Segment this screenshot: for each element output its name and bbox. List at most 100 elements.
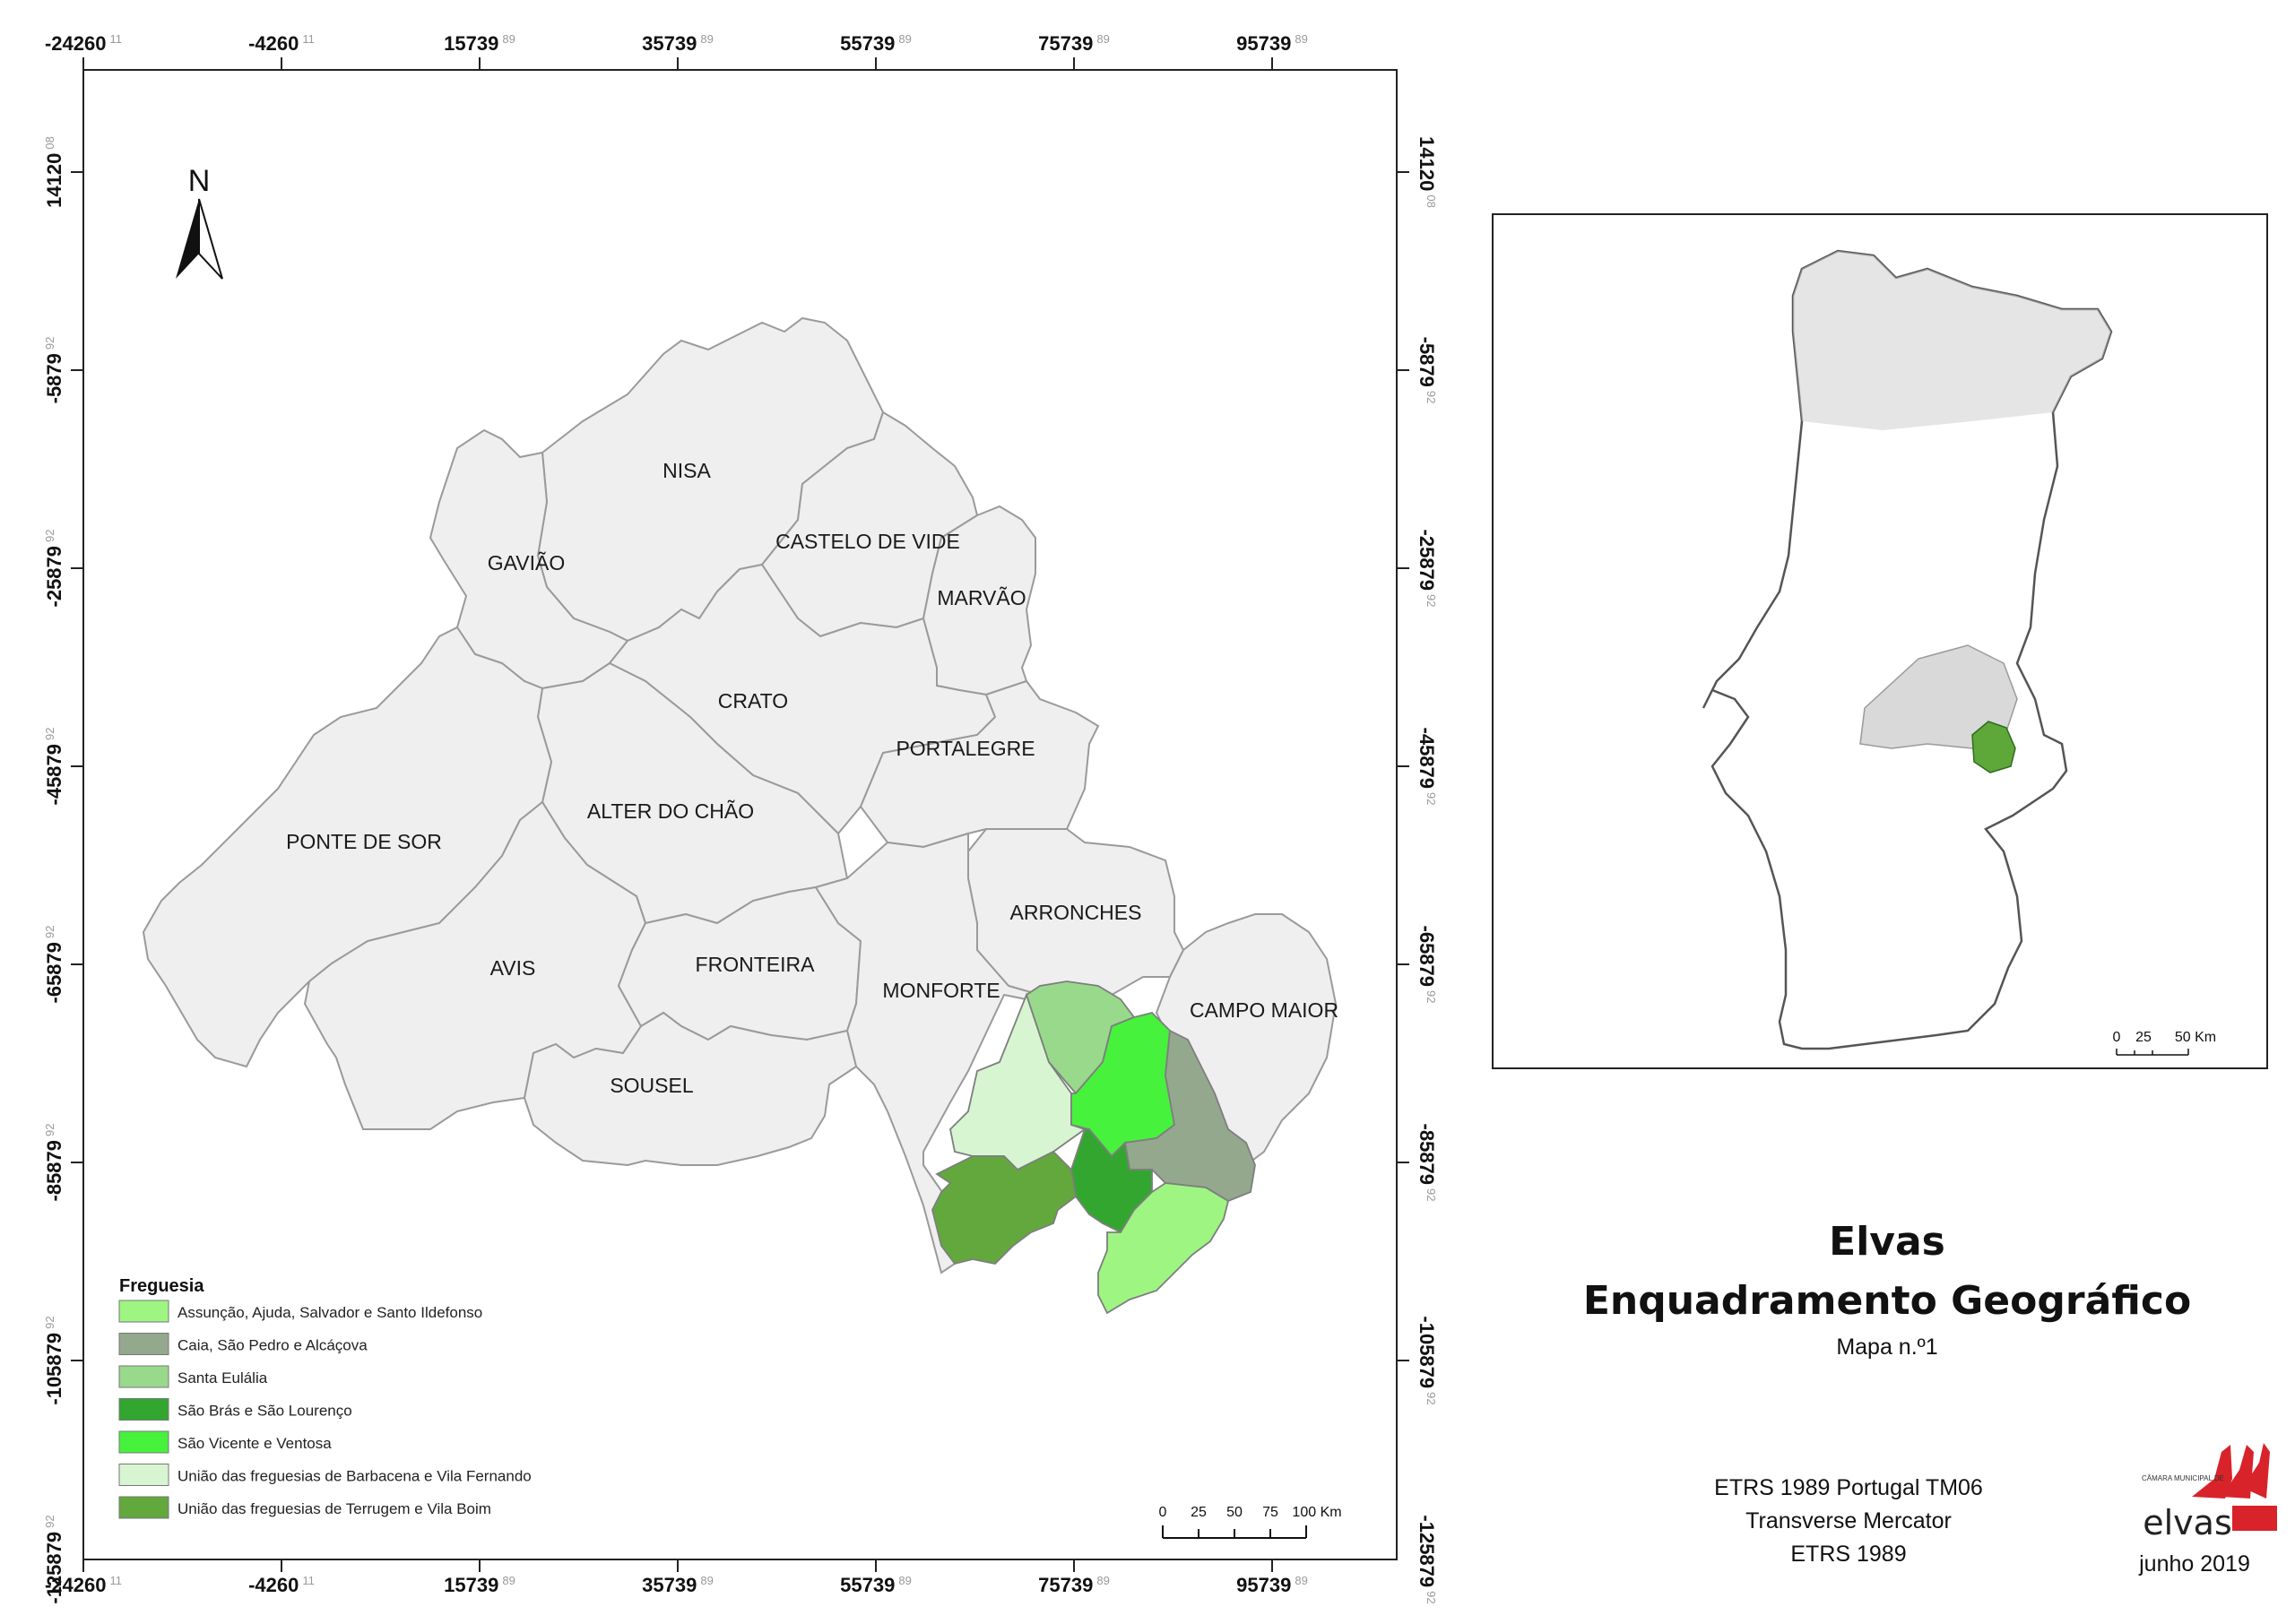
scale-label-0: 0 [1159, 1505, 1167, 1520]
legend-swatch-7 [118, 1496, 169, 1519]
inset-scale-label-1: 25 [2135, 1030, 2152, 1045]
svg-text:-10587992: -10587992 [43, 1316, 65, 1404]
label-campo-maior: CAMPO MAIOR [1190, 998, 1338, 1022]
municipality-labels: NISA GAVIÃO CASTELO DE VIDE MARVÃO CRATO… [286, 459, 1338, 1097]
svg-text:-8587992: -8587992 [1416, 1124, 1438, 1202]
label-fronteira: FRONTEIRA [696, 953, 816, 976]
x-tick-label-bottom-2: 15739 89 [444, 1574, 515, 1596]
label-nisa: NISA [663, 459, 711, 482]
projection-system: ETRS 1989 Portugal TM06 [1714, 1475, 1983, 1500]
legend-title: Freguesia [119, 1276, 204, 1296]
y-tick-label-right-5: -8587992 [1416, 1124, 1438, 1202]
map-number: Mapa n.º1 [1836, 1335, 1937, 1360]
label-castelo-de-vide: CASTELO DE VIDE [775, 530, 960, 553]
svg-text:-8587992: -8587992 [43, 1124, 65, 1202]
label-marvao: MARVÃO [937, 586, 1026, 609]
label-monforte: MONFORTE [882, 979, 1000, 1002]
svg-text:1412008: 1412008 [43, 136, 65, 208]
legend-label-7: União das freguesias de Terrugem e Vila … [178, 1500, 491, 1517]
inset-scale-bar: 0 25 50 Km [2113, 1030, 2216, 1056]
y-tick-label-left-7: -12587992 [43, 1515, 65, 1603]
label-crato: CRATO [718, 689, 788, 713]
y-tick-label-left-4: -6587992 [43, 926, 65, 1004]
logo-wordmark: elvas [2143, 1503, 2232, 1542]
y-tick-label-right-6: -10587992 [1416, 1316, 1438, 1404]
label-sousel: SOUSEL [610, 1074, 694, 1097]
x-tick-label-top-3: 35739 89 [642, 32, 714, 55]
label-ponte-de-sor: PONTE DE SOR [286, 830, 442, 853]
elvas-freguesias-layer [931, 980, 1256, 1315]
label-gaviao: GAVIÃO [488, 551, 566, 574]
logo-top-text: CÂMARA MUNICIPAL DE [2142, 1474, 2224, 1482]
scale-label-4: 100 Km [1292, 1505, 1341, 1520]
svg-text:-6587992: -6587992 [43, 926, 65, 1004]
legend-swatch-5 [118, 1430, 169, 1454]
legend-label-6: União das freguesias de Barbacena e Vila… [178, 1468, 532, 1485]
x-tick-label-top-6: 95739 89 [1236, 32, 1308, 55]
x-tick-label-top-2: 15739 89 [444, 32, 515, 55]
portugal-outline [1702, 249, 2113, 1050]
municipality-sousel[interactable] [523, 1011, 858, 1167]
inset-scale-label-2: 50 Km [2175, 1030, 2216, 1045]
svg-text:-4587992: -4587992 [43, 728, 65, 806]
inset-scale-label-0: 0 [2113, 1030, 2121, 1045]
svg-text:1412008: 1412008 [1416, 136, 1438, 208]
logo-tower-icon [2192, 1443, 2277, 1531]
scale-label-3: 75 [1262, 1505, 1278, 1520]
scale-bar: 0 25 50 75 100 Km [1159, 1505, 1342, 1539]
y-tick-label-left-1: -587992 [43, 337, 65, 404]
svg-text:-12587992: -12587992 [43, 1515, 65, 1603]
legend-label-5: São Vicente e Ventosa [178, 1435, 332, 1452]
title-block: Elvas Enquadramento Geográfico Mapa n.º1 [1583, 1219, 2191, 1360]
legend: Freguesia Assunção, Ajuda, Salvador e Sa… [118, 1276, 532, 1519]
municipality-monforte[interactable] [814, 832, 1113, 1274]
y-tick-label-left-6: -10587992 [43, 1316, 65, 1404]
y-tick-label-right-3: -4587992 [1416, 728, 1438, 806]
north-arrow: N [176, 164, 223, 280]
y-tick-label-left-2: -2587992 [43, 530, 65, 608]
datum: ETRS 1989 [1790, 1542, 1906, 1567]
label-avis: AVIS [490, 956, 536, 980]
municipality-ponte-de-sor[interactable] [142, 626, 553, 1068]
y-tick-label-right-0: 1412008 [1416, 136, 1438, 208]
legend-swatch-6 [118, 1464, 169, 1486]
inset-locator-map: 0 25 50 Km [1492, 213, 2268, 1069]
svg-text:-2587992: -2587992 [43, 530, 65, 608]
x-tick-label-bottom-5: 75739 89 [1038, 1574, 1110, 1596]
svg-text:-587992: -587992 [43, 337, 65, 404]
map-subtitle: Enquadramento Geográfico [1583, 1278, 2191, 1324]
y-tick-label-right-2: -2587992 [1416, 530, 1438, 608]
legend-swatch-3 [118, 1365, 169, 1388]
north-arrow-icon [176, 199, 199, 279]
label-alter-do-chao: ALTER DO CHÃO [587, 799, 754, 823]
x-tick-label-bottom-6: 95739 89 [1236, 1574, 1308, 1596]
x-tick-label-top-1: -4260 11 [248, 32, 315, 55]
coordinate-tick-labels: -24260 11 -24260 11 -4260 11 -4260 11 15739 89 157… [43, 32, 1438, 1604]
x-tick-label-bottom-3: 35739 89 [642, 1574, 714, 1596]
elvas-logo: CÂMARA MUNICIPAL DE elvas junho 2019 [2138, 1443, 2277, 1576]
svg-text:-2587992: -2587992 [1416, 530, 1438, 608]
label-arronches: ARRONCHES [1010, 901, 1142, 924]
y-tick-label-left-0: 1412008 [43, 136, 65, 208]
scale-label-2: 50 [1226, 1505, 1243, 1520]
map-title: Elvas [1829, 1219, 1945, 1265]
freguesia-terrugem-vila-boim[interactable] [931, 1150, 1077, 1266]
x-tick-label-top-5: 75739 89 [1038, 32, 1110, 55]
svg-text:-10587992: -10587992 [1416, 1316, 1438, 1404]
legend-swatch-4 [118, 1398, 169, 1421]
y-tick-label-left-5: -8587992 [43, 1124, 65, 1202]
scale-label-1: 25 [1191, 1505, 1207, 1520]
svg-text:-4587992: -4587992 [1416, 728, 1438, 806]
legend-swatch-1 [118, 1300, 169, 1323]
freguesia-assuncao-ajuda-salvador[interactable] [1097, 1182, 1230, 1315]
x-tick-label-bottom-0: -24260 11 [45, 1574, 122, 1596]
x-tick-label-bottom-1: -4260 11 [248, 1574, 315, 1596]
map-date: junho 2019 [2138, 1551, 2250, 1576]
y-tick-label-right-7: -12587992 [1416, 1515, 1438, 1603]
y-tick-label-left-3: -4587992 [43, 728, 65, 806]
coordinate-tick-marks [71, 57, 1409, 1572]
projection-type: Transverse Mercator [1745, 1508, 1952, 1533]
legend-label-2: Caia, São Pedro e Alcáçova [178, 1337, 368, 1354]
label-portalegre: PORTALEGRE [896, 737, 1035, 760]
legend-label-3: Santa Eulália [178, 1369, 268, 1386]
